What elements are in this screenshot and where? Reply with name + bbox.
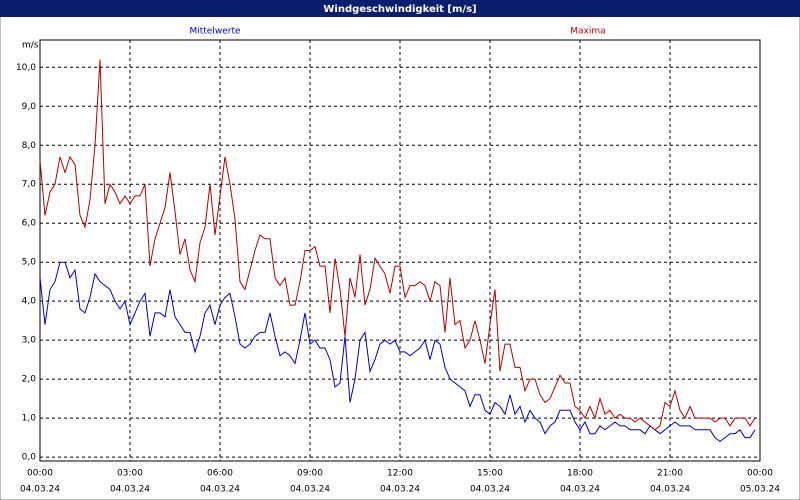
x-tick-label: 03:00	[117, 469, 143, 479]
x-tick-label: 12:00	[387, 469, 413, 479]
y-tick-label: 10,0	[16, 63, 36, 73]
x-tick-label: 21:00	[657, 469, 683, 479]
y-tick-label: 8,0	[22, 141, 37, 151]
y-tick-label: 0,0	[22, 453, 37, 463]
x-tick-label: 09:00	[297, 469, 323, 479]
y-tick-label: 5,0	[22, 258, 37, 268]
data-line	[39, 59, 756, 431]
y-tick-label: 7,0	[22, 180, 37, 190]
y-tick-label: 2,0	[22, 375, 37, 385]
legend-entry: Mittelwerte	[189, 27, 240, 37]
x-tick-date: 04.03.24	[290, 485, 330, 495]
y-tick-label: 4,0	[22, 297, 37, 307]
y-tick-label: 1,0	[22, 414, 37, 424]
chart-title: Windgeschwindigkeit [m/s]	[323, 4, 476, 15]
y-axis-label: m/s	[22, 41, 39, 51]
x-tick-date: 04.03.24	[470, 485, 510, 495]
y-tick-label: 9,0	[22, 102, 37, 112]
x-tick-label: 00:00	[27, 469, 53, 479]
x-tick-label: 15:00	[477, 469, 503, 479]
x-tick-date: 04.03.24	[650, 485, 690, 495]
y-tick-label: 3,0	[22, 336, 37, 346]
x-tick-date: 04.03.24	[200, 485, 240, 495]
x-tick-label: 06:00	[207, 469, 233, 479]
x-tick-date: 04.03.24	[20, 485, 60, 495]
data-line	[39, 261, 756, 443]
x-tick-date: 04.03.24	[110, 485, 150, 495]
title-bar	[0, 0, 800, 17]
x-tick-date: 04.03.24	[380, 485, 420, 495]
x-tick-date: 04.03.24	[560, 485, 600, 495]
x-tick-date: 05.03.24	[740, 485, 780, 495]
x-tick-label: 00:00	[747, 469, 773, 479]
y-tick-label: 6,0	[22, 219, 37, 229]
legend-entry: Maxima	[570, 27, 605, 37]
x-tick-label: 18:00	[567, 469, 593, 479]
